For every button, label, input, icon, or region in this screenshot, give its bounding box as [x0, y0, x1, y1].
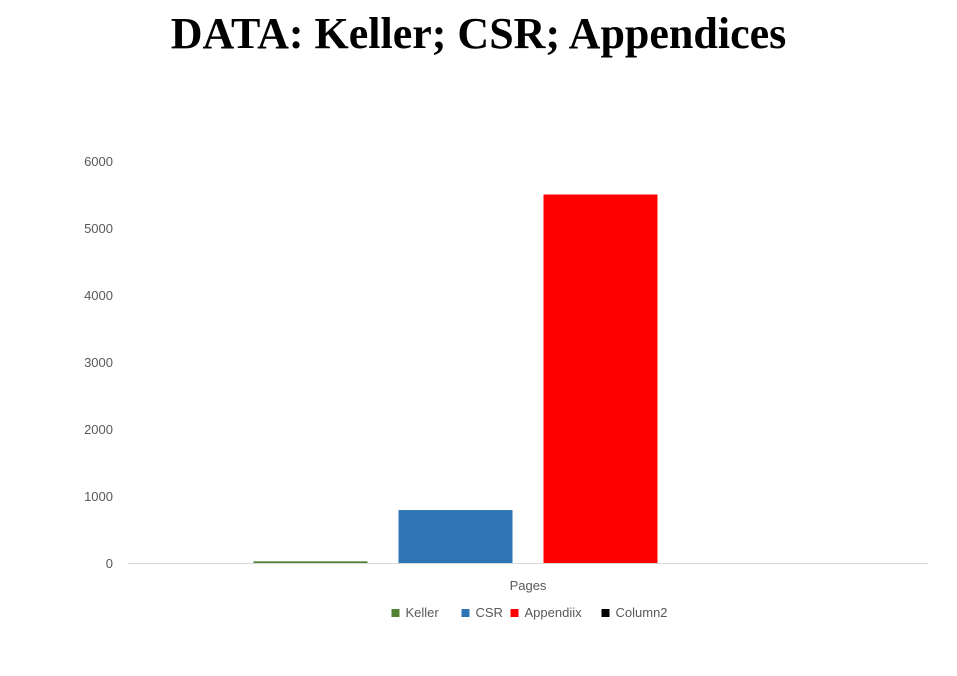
x-axis-labels: Pages: [510, 578, 547, 593]
y-tick-label: 3000: [84, 355, 113, 370]
y-tick-label: 6000: [84, 154, 113, 169]
legend-swatch: [510, 609, 519, 617]
legend-label: Keller: [406, 605, 440, 620]
y-axis: 0 1000 2000 3000 4000 5000 6000: [84, 154, 113, 571]
legend-item-appendiix: Appendiix: [510, 605, 583, 620]
legend-swatch: [391, 609, 400, 617]
bar-keller: [253, 561, 368, 563]
y-tick-label: 4000: [84, 288, 113, 303]
legend-item-column2: Column2: [601, 605, 668, 620]
legend-item-csr: CSR: [461, 605, 503, 620]
y-tick-label: 5000: [84, 221, 113, 236]
legend-swatch: [601, 609, 610, 617]
legend: Keller CSR Appendiix Column2: [391, 605, 668, 620]
slide-title: DATA: Keller; CSR; Appendices: [170, 9, 787, 58]
legend-swatch: [461, 609, 470, 617]
legend-label: CSR: [476, 605, 503, 620]
legend-label: Appendiix: [525, 605, 583, 620]
x-category-label: Pages: [510, 578, 547, 593]
bar-appendiix: [543, 194, 658, 563]
y-tick-label: 2000: [84, 422, 113, 437]
legend-label: Column2: [616, 605, 668, 620]
bars-group: [253, 194, 658, 563]
legend-item-keller: Keller: [391, 605, 440, 620]
y-tick-label: 1000: [84, 489, 113, 504]
bar-csr: [398, 510, 513, 563]
y-tick-label: 0: [106, 556, 113, 571]
